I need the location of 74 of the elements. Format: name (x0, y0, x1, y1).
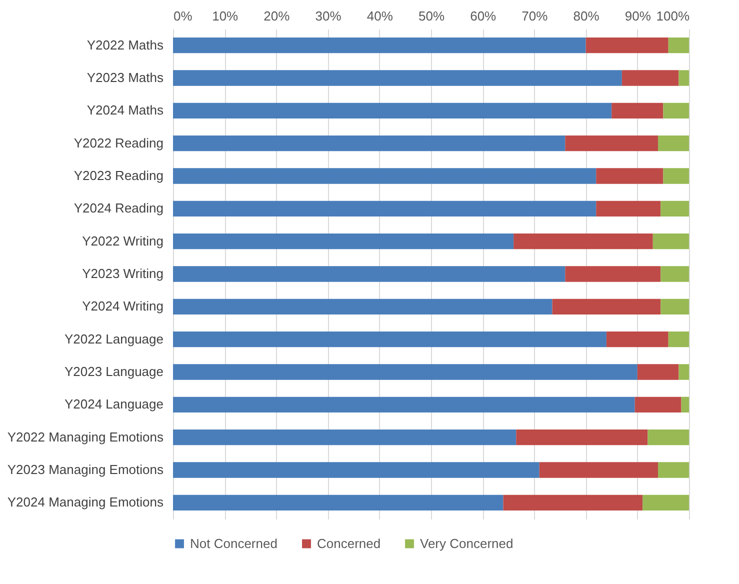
bar (596, 168, 664, 184)
bar (606, 331, 668, 348)
bar (173, 37, 586, 54)
bar (173, 102, 612, 119)
x-tick-label: 30% (315, 8, 342, 24)
y-tick-label: Y2024 Maths (86, 102, 164, 118)
legend-label: Concerned (317, 536, 381, 551)
y-tick-label: Y2022 Language (64, 331, 164, 346)
bar (173, 396, 635, 413)
bar (622, 70, 679, 86)
bar (173, 233, 514, 250)
y-tick-label: Y2023 Maths (86, 70, 164, 85)
x-tick-label: 0% (174, 8, 193, 24)
legend-label: Not Concerned (190, 536, 278, 551)
bar (173, 298, 552, 315)
bar (173, 70, 622, 86)
y-tick-label: Y2024 Reading (74, 200, 164, 216)
bar (586, 37, 668, 54)
x-tick-label: 70% (522, 8, 548, 24)
x-tick-label: 10% (212, 8, 239, 24)
y-tick-label: Y2022 Maths (86, 37, 164, 52)
bar (663, 102, 689, 119)
bar (596, 200, 661, 217)
bar (660, 266, 689, 282)
bar (173, 364, 638, 380)
y-tick-label: Y2024 Writing (82, 298, 164, 314)
bar (668, 331, 689, 348)
bar (668, 37, 689, 54)
y-tick-label: Y2022 Writing (82, 233, 164, 248)
y-tick-label: Y2023 Reading (74, 168, 164, 183)
bar (678, 70, 689, 86)
bar (678, 364, 689, 380)
bar (503, 494, 643, 511)
bar (648, 429, 689, 446)
bar (660, 298, 689, 315)
bar (173, 200, 596, 217)
bar (681, 396, 689, 413)
x-tick-label: 40% (366, 8, 394, 24)
bar (658, 462, 689, 478)
bar (612, 102, 664, 119)
y-tick-label: Y2022 Managing Emotions (7, 429, 164, 444)
bar (173, 135, 566, 152)
bar (660, 200, 689, 217)
x-tick-label: 50% (418, 8, 445, 24)
legend-label: Very Concerned (420, 536, 514, 551)
x-tick-label: 100% (656, 8, 690, 24)
bar (658, 135, 689, 152)
y-tick-label: Y2022 Reading (74, 135, 164, 150)
bar (516, 429, 648, 446)
bar (642, 494, 689, 511)
bar (173, 266, 566, 282)
y-tick-label: Y2023 Writing (82, 266, 164, 281)
x-tick-label: 90% (624, 8, 652, 24)
y-tick-label: Y2023 Language (64, 364, 164, 379)
y-tick-label: Y2024 Managing Emotions (7, 494, 164, 510)
bar (173, 429, 516, 446)
bar (552, 298, 661, 315)
bar (173, 168, 596, 184)
bar (173, 462, 540, 478)
bar (663, 168, 689, 184)
bar (634, 396, 682, 413)
y-tick-label: Y2024 Language (64, 396, 164, 412)
bar (539, 462, 658, 478)
bar (652, 233, 689, 250)
x-tick-label: 20% (264, 8, 290, 24)
bar (565, 135, 658, 152)
bar (565, 266, 661, 282)
bar (173, 331, 606, 348)
bar (514, 233, 653, 250)
bar (637, 364, 679, 380)
x-tick-label: 80% (573, 8, 600, 24)
y-tick-label: Y2023 Managing Emotions (7, 462, 164, 477)
bar (173, 494, 504, 511)
x-tick-label: 60% (470, 8, 497, 24)
